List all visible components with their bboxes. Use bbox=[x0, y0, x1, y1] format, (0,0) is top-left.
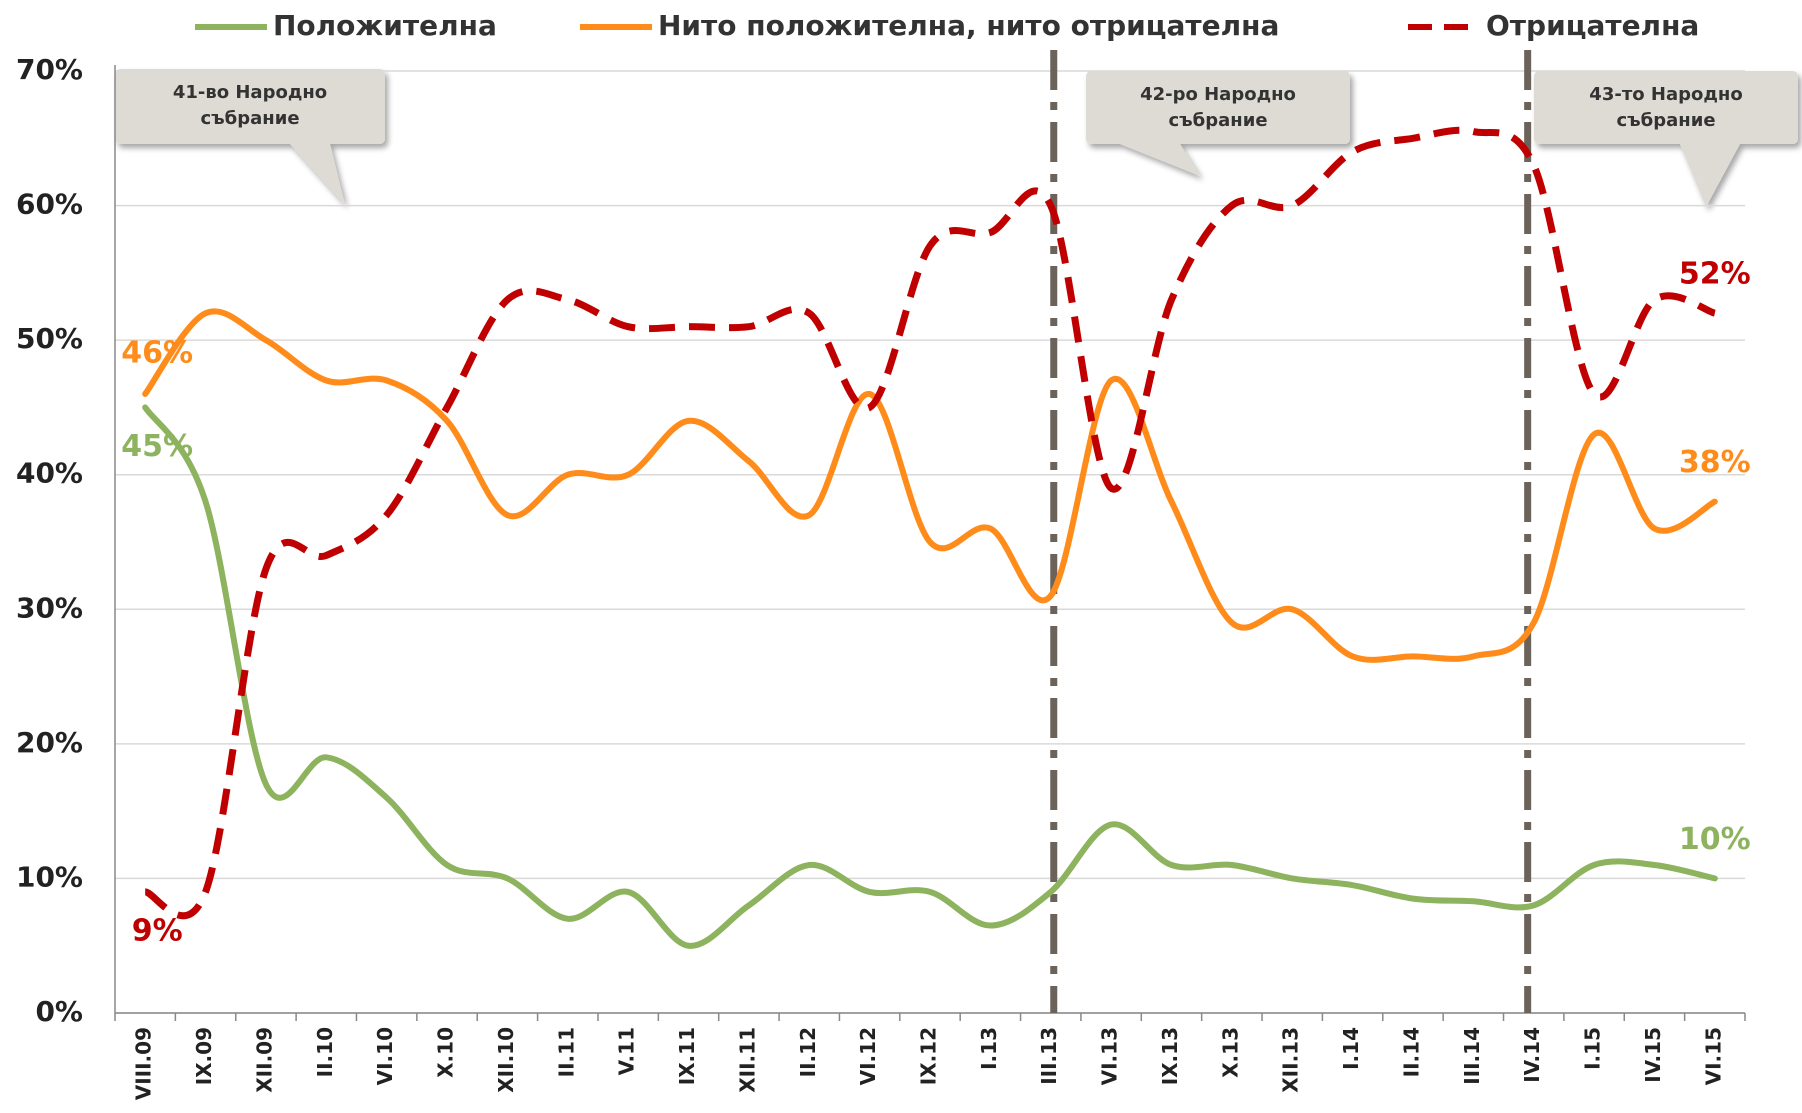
data-label: 45% bbox=[121, 429, 193, 464]
x-tick-label: II.11 bbox=[554, 1027, 578, 1077]
x-tick-label: X.13 bbox=[1218, 1027, 1242, 1078]
data-label: 9% bbox=[132, 913, 183, 948]
y-tick-label: 0% bbox=[35, 995, 83, 1028]
x-tick-label: XII.11 bbox=[735, 1027, 759, 1093]
callout bbox=[1534, 71, 1798, 207]
y-tick-label: 30% bbox=[16, 591, 83, 624]
series-line bbox=[142, 404, 1718, 949]
series-line bbox=[142, 308, 1718, 663]
x-tick-label: III.13 bbox=[1037, 1027, 1061, 1085]
x-tick-label: II.12 bbox=[796, 1027, 820, 1077]
legend-label: Отрицателна bbox=[1486, 9, 1699, 42]
x-tick-label: IX.13 bbox=[1158, 1027, 1182, 1085]
data-label: 46% bbox=[121, 335, 193, 370]
x-tick-label: II.14 bbox=[1399, 1027, 1423, 1077]
data-label: 38% bbox=[1679, 445, 1751, 480]
legend-label: Положителна bbox=[273, 9, 497, 42]
x-tick-label: VI.10 bbox=[373, 1027, 397, 1085]
x-tick-label: I.13 bbox=[977, 1027, 1001, 1070]
x-tick-label: VIII.09 bbox=[132, 1027, 156, 1100]
callout bbox=[115, 69, 385, 205]
x-tick-label: XII.13 bbox=[1279, 1027, 1303, 1093]
x-tick-label: IV.14 bbox=[1520, 1027, 1544, 1083]
annotation: събрание bbox=[200, 108, 299, 129]
x-tick-label: II.10 bbox=[313, 1027, 337, 1077]
x-tick-label: V.11 bbox=[615, 1027, 639, 1075]
legend-label: Нито положителна, нито отрицателна bbox=[658, 9, 1279, 42]
x-tick-label: VI.13 bbox=[1098, 1027, 1122, 1085]
x-tick-label: IV.15 bbox=[1641, 1027, 1665, 1083]
x-tick-label: VI.12 bbox=[856, 1027, 880, 1085]
annotation: събрание bbox=[1168, 110, 1267, 131]
x-tick-label: I.15 bbox=[1581, 1027, 1605, 1070]
x-tick-label: X.10 bbox=[434, 1027, 458, 1078]
y-tick-label: 10% bbox=[16, 860, 83, 893]
annotation: събрание bbox=[1616, 110, 1715, 131]
x-tick-label: VI.15 bbox=[1701, 1027, 1725, 1085]
x-tick-label: III.14 bbox=[1460, 1027, 1484, 1085]
x-tick-label: XII.10 bbox=[494, 1027, 518, 1093]
callout bbox=[1086, 71, 1350, 176]
y-tick-label: 60% bbox=[16, 188, 83, 221]
x-tick-label: I.14 bbox=[1339, 1027, 1363, 1070]
annotation: 42-ро Народно bbox=[1140, 84, 1296, 105]
y-tick-label: 20% bbox=[16, 726, 83, 759]
x-tick-label: IX.12 bbox=[917, 1027, 941, 1085]
series-line bbox=[144, 126, 1716, 920]
y-tick-label: 40% bbox=[16, 457, 83, 490]
annotation: 43-то Народно bbox=[1589, 84, 1742, 105]
data-label: 52% bbox=[1679, 257, 1751, 292]
x-tick-label: IX.11 bbox=[675, 1027, 699, 1085]
annotation: 41-во Народно bbox=[173, 82, 327, 103]
x-tick-label: IX.09 bbox=[192, 1027, 216, 1085]
x-tick-label: XII.09 bbox=[252, 1027, 276, 1093]
data-label: 10% bbox=[1679, 822, 1751, 857]
y-tick-label: 50% bbox=[16, 322, 83, 355]
y-tick-label: 70% bbox=[16, 53, 83, 86]
